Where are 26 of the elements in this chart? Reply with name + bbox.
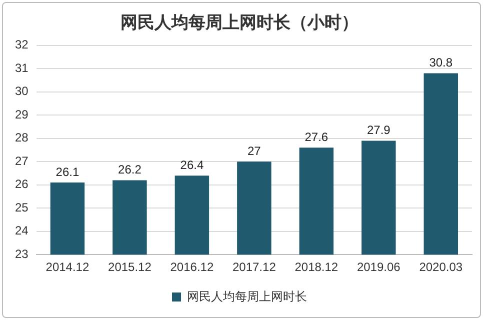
x-tick-label: 2019.06	[356, 260, 401, 274]
y-tick-label: 25	[14, 200, 29, 214]
y-tick-label: 27	[14, 154, 29, 168]
x-tick-label: 2015.12	[108, 260, 152, 274]
legend-label: 网民人均每周上网时长	[187, 289, 307, 304]
x-tick-label: 2020.03	[419, 260, 463, 274]
x-tick-label: 2017.12	[232, 260, 276, 274]
x-tick-label: 2014.12	[46, 260, 90, 274]
x-tick-label: 2016.12	[170, 260, 214, 274]
data-label: 26.2	[118, 162, 142, 177]
data-label: 30.8	[429, 56, 453, 70]
y-tick-label: 26	[14, 177, 29, 192]
data-label: 27.9	[366, 123, 391, 138]
y-tick-label: 31	[14, 60, 29, 75]
y-tick-label: 24	[14, 224, 29, 238]
y-tick-label: 28	[14, 130, 29, 145]
data-label: 26.4	[180, 158, 204, 172]
chart-title: 网民人均每周上网时长（小时）	[120, 12, 358, 32]
y-tick-label: 30	[14, 84, 29, 98]
x-tick-label: 2018.12	[294, 260, 338, 274]
y-tick-label: 29	[14, 107, 29, 122]
y-tick-label: 23	[14, 246, 29, 261]
data-label: 27.6	[304, 130, 328, 144]
data-label: 27	[247, 144, 262, 158]
data-label: 26.1	[56, 164, 80, 179]
y-tick-label: 32	[14, 38, 29, 52]
